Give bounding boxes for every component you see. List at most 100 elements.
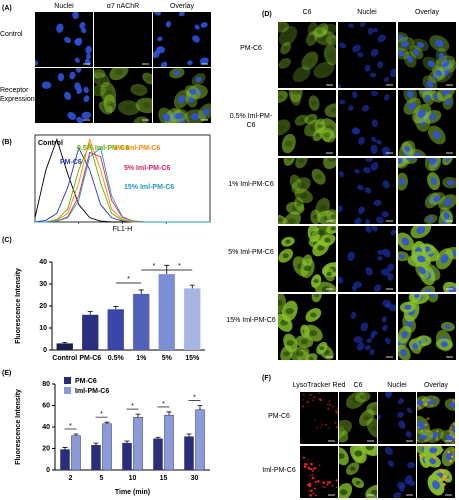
- cell-nucleus: [377, 61, 383, 69]
- lysosome: [332, 405, 335, 408]
- cell-body: [308, 95, 320, 111]
- cell-nucleus: [287, 218, 296, 224]
- lysosome: [433, 456, 436, 459]
- lysosome: [326, 483, 329, 486]
- lysosome: [310, 462, 313, 466]
- cell-body: [283, 158, 296, 166]
- cell-nucleus: [429, 294, 436, 298]
- significance-label: *: [127, 276, 130, 283]
- cell-nucleus: [339, 425, 346, 432]
- cell-body: [285, 201, 305, 215]
- row-label: 15% Iml-PM-C6: [226, 317, 276, 324]
- column-header: LysoTracker Red: [293, 382, 346, 389]
- cell-nucleus: [366, 338, 373, 343]
- cell-nucleus: [373, 199, 382, 206]
- y-tick-label: 0: [43, 347, 47, 354]
- lysosome: [425, 418, 428, 420]
- lysosome: [314, 494, 317, 497]
- cell-nucleus: [400, 40, 409, 48]
- cell-nucleus: [278, 124, 285, 131]
- legend-swatch: [64, 387, 71, 394]
- cell-nucleus: [365, 158, 374, 162]
- lysosome: [423, 446, 426, 448]
- micrograph-bg: [278, 22, 336, 88]
- lysosome: [447, 474, 450, 476]
- lysosome: [452, 441, 454, 444]
- cell-nucleus: [424, 288, 431, 292]
- cell-nucleus: [97, 76, 105, 83]
- cell-nucleus: [447, 179, 455, 186]
- cell-nucleus: [365, 226, 372, 233]
- cell-nucleus: [428, 113, 437, 121]
- cell-nucleus: [363, 415, 371, 421]
- cell-nucleus: [385, 303, 392, 309]
- cell-nucleus: [310, 26, 316, 31]
- lysosome: [308, 468, 311, 471]
- cell-nucleus: [317, 229, 325, 236]
- lysosome: [325, 424, 328, 426]
- lysosome: [300, 442, 302, 444]
- lysosome: [306, 400, 309, 404]
- cell-body: [94, 85, 107, 97]
- cell-nucleus: [314, 294, 320, 298]
- series-label: PM-C6: [60, 159, 82, 166]
- cell-nucleus: [192, 35, 200, 43]
- lysosome: [302, 456, 305, 459]
- cell-body: [314, 23, 329, 38]
- cell-body: [324, 103, 336, 118]
- cell-nucleus: [371, 90, 378, 97]
- micrograph: [398, 226, 456, 292]
- cell-body: [311, 168, 326, 185]
- lysosome: [309, 489, 311, 492]
- bar: [56, 343, 73, 350]
- micrograph: [338, 158, 396, 224]
- cell-body: [133, 116, 149, 123]
- lysosome: [326, 481, 329, 483]
- cell-nucleus: [358, 206, 365, 215]
- cell-nucleus: [356, 342, 365, 351]
- cell-nucleus: [64, 36, 71, 44]
- cell-body: [323, 44, 336, 66]
- lysosome: [306, 443, 308, 444]
- cell-nucleus: [318, 28, 325, 33]
- x-tick-label: 0.5%: [108, 355, 125, 362]
- row-label: 5% Iml-PM-C6: [228, 249, 274, 256]
- micrograph: [278, 294, 336, 360]
- lysosome: [423, 454, 426, 456]
- x-tick-label: 30: [191, 475, 199, 482]
- cell-nucleus: [360, 322, 369, 332]
- cell-nucleus: [278, 94, 284, 100]
- cell-body: [295, 158, 308, 169]
- lysosome: [302, 399, 304, 401]
- cell-nucleus: [371, 226, 378, 232]
- cell-nucleus: [286, 340, 294, 346]
- cell-nucleus: [339, 489, 348, 496]
- cell-body: [280, 42, 292, 55]
- bar: [107, 309, 124, 350]
- cell-nucleus: [429, 447, 438, 454]
- lysosome: [426, 446, 428, 447]
- micrograph: [35, 68, 93, 123]
- lysosome: [427, 398, 431, 402]
- cell-nucleus: [398, 420, 406, 429]
- lysosome: [309, 474, 311, 476]
- micrograph: [94, 12, 152, 67]
- cell-nucleus: [381, 146, 391, 154]
- micrograph: [398, 294, 456, 360]
- cell-body: [279, 25, 298, 47]
- micrograph-bg: [338, 226, 396, 292]
- lysosome: [335, 411, 338, 414]
- x-tick-label: Control: [52, 355, 77, 362]
- cell-nucleus: [398, 158, 403, 164]
- cell-nucleus: [300, 192, 308, 199]
- micrograph: [278, 158, 336, 224]
- cell-nucleus: [292, 180, 299, 185]
- cell-nucleus: [429, 458, 437, 465]
- cell-nucleus: [347, 251, 355, 262]
- x-tick-label: 10: [129, 475, 137, 482]
- y-tick-label: 30: [39, 281, 47, 288]
- lysosome: [312, 492, 315, 495]
- lysosome: [442, 482, 446, 486]
- cell-nucleus: [371, 424, 377, 432]
- cell-nucleus: [283, 46, 289, 51]
